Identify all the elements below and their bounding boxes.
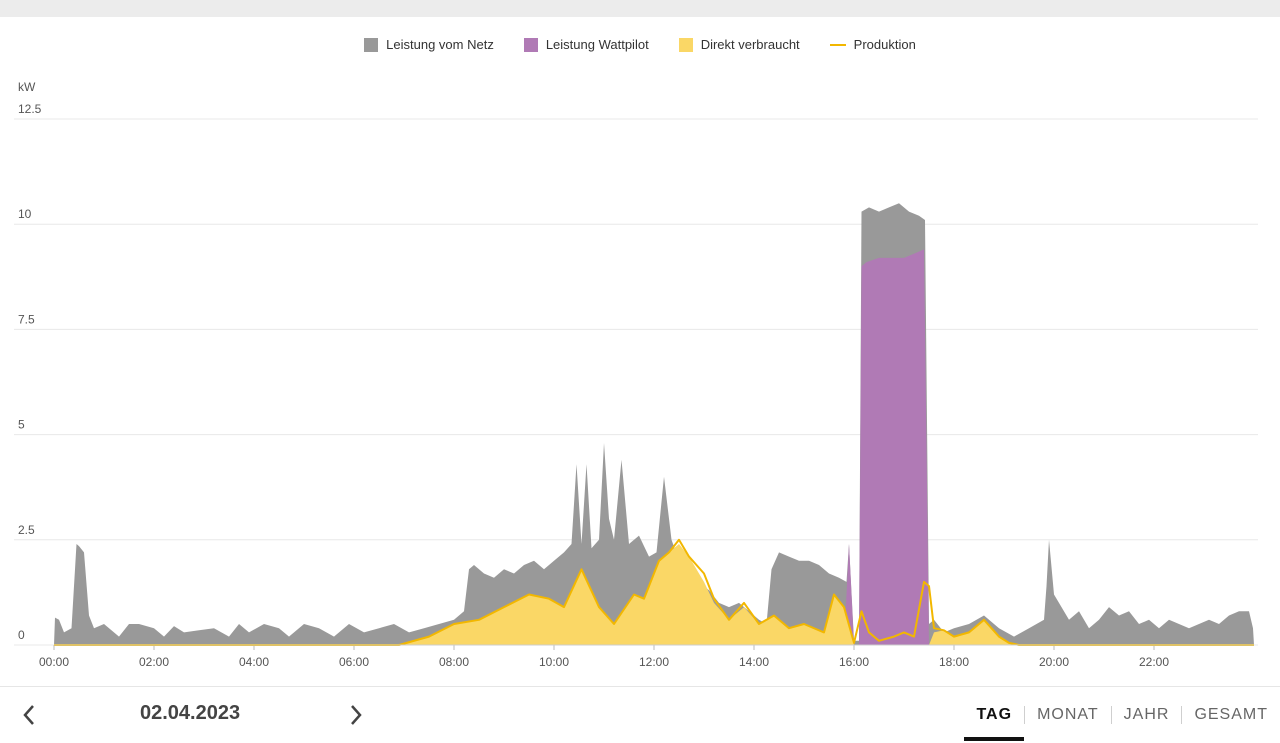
legend-item-direkt[interactable]: Direkt verbraucht	[678, 37, 800, 52]
series-direkt-area	[54, 544, 1254, 645]
y-tick-label: 0	[18, 628, 25, 642]
legend-swatch-wattpilot	[523, 37, 538, 52]
power-chart: 0 2.5 5 7.5 10 12.5 00:00 02:00 04:00 06:00 08:00 1…	[14, 102, 1258, 669]
tab-gesamt[interactable]: GESAMT	[1194, 706, 1268, 723]
x-tick-label: 16:00	[839, 655, 869, 669]
legend-label-produktion: Produktion	[853, 37, 916, 52]
tab-divider	[1024, 706, 1026, 724]
x-tick-label: 20:00	[1039, 655, 1069, 669]
x-tick-label: 00:00	[39, 655, 69, 669]
series-wattpilot-area	[844, 249, 932, 645]
y-axis-unit: kW	[18, 80, 36, 94]
legend-label-netz: Leistung vom Netz	[386, 37, 494, 52]
series-netz-area	[54, 203, 1254, 645]
legend-label-direkt: Direkt verbraucht	[700, 37, 800, 52]
x-tick-label: 18:00	[939, 655, 969, 669]
x-tick-label: 22:00	[1139, 655, 1169, 669]
series-produktion-line	[54, 538, 1254, 646]
period-tabs: TAG MONAT JAHR GESAMT	[964, 687, 1280, 743]
current-date[interactable]: 02.04.2023	[140, 702, 241, 724]
x-tick-label: 06:00	[339, 655, 369, 669]
legend-swatch-direkt	[678, 37, 693, 52]
y-tick-label: 2.5	[18, 523, 35, 537]
y-tick-label: 7.5	[18, 312, 35, 326]
tab-divider	[1110, 706, 1112, 724]
x-tick-label: 02:00	[139, 655, 169, 669]
x-tick-label: 10:00	[539, 655, 569, 669]
tab-tag[interactable]: TAG	[964, 687, 1024, 743]
x-tick-label: 04:00	[239, 655, 269, 669]
tab-monat[interactable]: MONAT	[1037, 706, 1099, 723]
chart-legend: Leistung vom Netz Leistung Wattpilot Dir…	[0, 37, 1280, 52]
date-navigation-bar: 02.04.2023 TAG MONAT JAHR GESAMT	[0, 686, 1280, 743]
x-tick-label: 12:00	[639, 655, 669, 669]
tab-divider	[1181, 706, 1183, 724]
legend-item-wattpilot[interactable]: Leistung Wattpilot	[523, 37, 649, 52]
next-day-button[interactable]	[342, 701, 370, 729]
x-tick-label: 14:00	[739, 655, 769, 669]
legend-swatch-netz	[364, 37, 379, 52]
legend-line-produktion	[829, 43, 846, 46]
x-tick-label: 08:00	[439, 655, 469, 669]
prev-day-button[interactable]	[15, 701, 43, 729]
chevron-left-icon	[23, 705, 34, 725]
y-tick-label: 10	[18, 207, 32, 221]
tab-jahr[interactable]: JAHR	[1123, 706, 1170, 723]
legend-item-produktion[interactable]: Produktion	[829, 37, 916, 52]
top-bar	[0, 0, 1280, 17]
y-tick-label: 12.5	[18, 102, 42, 116]
legend-item-netz[interactable]: Leistung vom Netz	[364, 37, 494, 52]
y-tick-label: 5	[18, 418, 25, 432]
legend-label-wattpilot: Leistung Wattpilot	[545, 37, 649, 52]
chevron-right-icon	[351, 705, 362, 725]
